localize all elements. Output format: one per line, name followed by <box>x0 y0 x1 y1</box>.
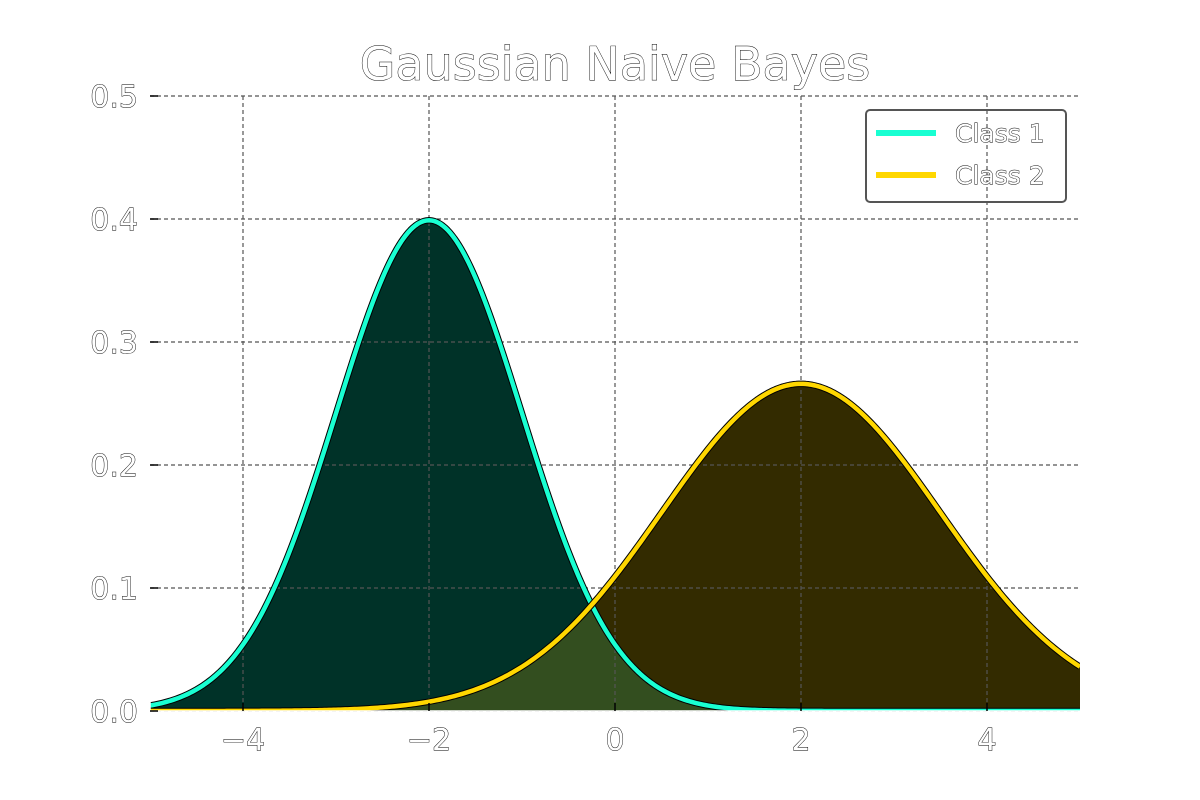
area-class-2 <box>150 383 1080 711</box>
y-tick-label-4: 0.4 <box>90 203 138 238</box>
y-tick-label-3: 0.3 <box>90 326 138 361</box>
x-tick-label-3: 2 <box>791 723 810 758</box>
x-tick-label-1: −2 <box>407 723 451 758</box>
y-tick-label-1: 0.1 <box>90 572 138 607</box>
chart-title: Gaussian Naive Bayes <box>360 37 870 91</box>
legend-box <box>865 109 1067 203</box>
y-tick-labels: 0.0 0.1 0.2 0.3 0.4 0.5 <box>90 80 139 731</box>
series-line-class-1 <box>150 218 1080 711</box>
y-tick-label-5: 0.5 <box>90 80 138 115</box>
y-tick-label-0: 0.0 <box>90 695 138 730</box>
grid-lines <box>150 95 1080 712</box>
legend-label-class-2: Class 2 <box>955 161 1045 190</box>
x-tick-label-2: 0 <box>605 723 624 758</box>
legend: Class 1 Class 2 <box>865 109 1067 203</box>
x-tick-label-4: 4 <box>977 723 996 758</box>
x-tick-label-0: −4 <box>221 723 265 758</box>
axes <box>149 95 1080 712</box>
x-tick-labels: −4 −2 0 2 4 <box>220 723 997 759</box>
legend-label-class-1: Class 1 <box>955 119 1045 148</box>
y-tick-label-2: 0.2 <box>90 449 138 484</box>
